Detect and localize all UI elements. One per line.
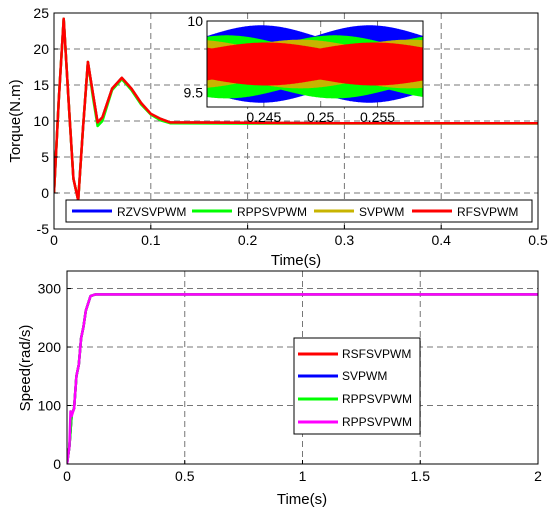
speed-ticks: 0 0.5 1 1.5 2 0 100 200 300 — [38, 281, 542, 484]
legend-label-rfsvpwm: RFSVPWM — [457, 205, 518, 219]
inset-ytick-label: 10 — [187, 13, 203, 29]
speed-ytick-label: 300 — [38, 281, 62, 297]
torque-zoom-inset: 0.245 0.25 0.255 9.5 10 — [184, 13, 424, 125]
torque-xtick-label: 0.2 — [238, 232, 258, 248]
torque-legend: RZVSVPWM RPPSVPWM SVPWM RFSVPWM — [65, 199, 533, 223]
torque-y-axis-label: Torque(N.m) — [7, 79, 24, 162]
torque-xtick-label: 0 — [50, 232, 58, 248]
speed-xtick-label: 0 — [63, 468, 71, 484]
inset-series — [207, 25, 423, 103]
torque-ytick-label: 25 — [33, 5, 49, 21]
torque-xtick-label: 0.4 — [431, 232, 451, 248]
legend-label-rppsvpwm-green: RPPSVPWM — [342, 392, 412, 406]
speed-y-axis-label: Speed(rad/s) — [17, 325, 34, 412]
torque-ytick-label: 15 — [33, 77, 49, 93]
speed-ytick-label: 100 — [38, 398, 62, 414]
legend-label-rsfsvpwm: RSFSVPWM — [342, 347, 411, 361]
speed-xtick-label: 2 — [534, 468, 542, 484]
torque-ytick-label: 0 — [41, 185, 49, 201]
inset-xtick-label: 0.25 — [307, 109, 334, 125]
legend-label-rppsvpwm-magenta: RPPSVPWM — [342, 415, 412, 429]
inset-xtick-label: 0.255 — [360, 109, 395, 125]
speed-chart: 0 0.5 1 1.5 2 0 100 200 300 RSFSVPWM SVPWM RPPSV… — [17, 270, 542, 508]
torque-ytick-label: 10 — [33, 113, 49, 129]
speed-ytick-label: 200 — [38, 339, 62, 355]
inset-xtick-label: 0.245 — [246, 109, 281, 125]
legend-label-svpwm-2: SVPWM — [342, 369, 387, 383]
torque-series — [54, 17, 538, 202]
torque-x-axis-label: Time(s) — [271, 252, 321, 269]
legend-label-rzvsvpwm: RZVSVPWM — [117, 205, 186, 219]
torque-xtick-label: 0.3 — [335, 232, 355, 248]
torque-series-line-rfsvpwm — [54, 17, 538, 202]
speed-xtick-label: 1 — [299, 468, 307, 484]
torque-ytick-label: -5 — [37, 221, 50, 237]
inset-frame — [206, 20, 424, 108]
speed-series-line-4 — [67, 293, 538, 464]
speed-xtick-label: 0.5 — [175, 468, 195, 484]
torque-xtick-label: 0.5 — [528, 232, 548, 248]
torque-ytick-label: 20 — [33, 41, 49, 57]
inset-band-rzvsvpwm — [207, 25, 423, 103]
legend-label-rppsvpwm: RPPSVPWM — [237, 205, 307, 219]
inset-ticks: 0.245 0.25 0.255 9.5 10 — [184, 13, 396, 125]
legend-label-svpwm: SVPWM — [359, 205, 404, 219]
speed-xtick-label: 1.5 — [411, 468, 431, 484]
speed-series — [67, 293, 538, 464]
speed-legend: RSFSVPWM SVPWM RPPSVPWM RPPSVPWM — [293, 337, 421, 435]
inset-band-rfsvpwm — [207, 42, 423, 86]
speed-x-axis-label: Time(s) — [277, 491, 327, 508]
torque-ytick-label: 5 — [41, 149, 49, 165]
speed-ytick-label: 0 — [53, 456, 61, 472]
torque-xtick-label: 0.1 — [141, 232, 161, 248]
inset-ytick-label: 9.5 — [184, 85, 204, 101]
